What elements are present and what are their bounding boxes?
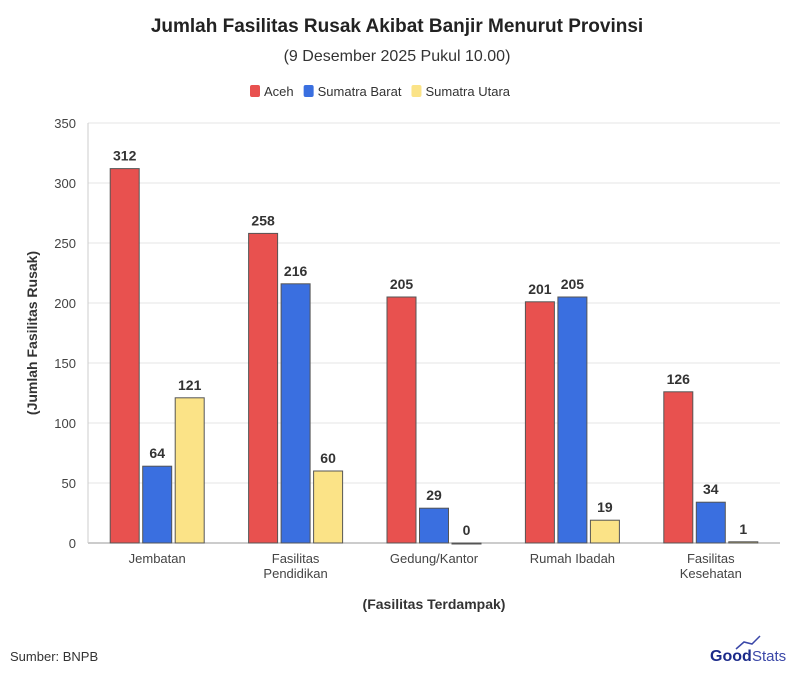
data-label: 121 <box>178 377 202 393</box>
x-tick-label: Fasilitas <box>687 551 735 566</box>
y-tick-label: 100 <box>54 416 76 431</box>
x-tick-label: Pendidikan <box>263 566 327 581</box>
chart-subtitle: (9 Desember 2025 Pukul 10.00) <box>284 48 511 65</box>
x-tick-label: Kesehatan <box>680 566 742 581</box>
x-tick-label: Fasilitas <box>272 551 320 566</box>
data-label: 312 <box>113 148 137 164</box>
legend-swatch <box>250 85 260 97</box>
bar <box>557 296 588 544</box>
x-tick-label: Rumah Ibadah <box>530 551 615 566</box>
legend-label: Sumatra Utara <box>425 84 510 99</box>
svg-text:Stats: Stats <box>752 648 786 665</box>
x-axis-label: (Fasilitas Terdampak) <box>363 596 506 612</box>
data-label: 34 <box>703 481 719 497</box>
data-label: 19 <box>597 499 613 515</box>
bar <box>663 391 694 544</box>
data-label: 60 <box>320 450 336 466</box>
legend-swatch <box>303 85 314 97</box>
y-tick-label: 250 <box>54 236 76 251</box>
y-tick-label: 0 <box>69 536 76 551</box>
bar <box>174 397 205 544</box>
data-label: 0 <box>463 522 471 538</box>
bar <box>386 296 417 544</box>
svg-text:Good: Good <box>710 648 752 665</box>
y-tick-label: 50 <box>62 476 76 491</box>
bar <box>728 541 759 544</box>
y-axis-label: (Jumlah Fasilitas Rusak) <box>24 251 40 415</box>
bar <box>419 507 449 544</box>
bar <box>248 232 279 544</box>
data-label: 205 <box>390 276 414 292</box>
data-label: 1 <box>739 521 747 537</box>
y-tick-label: 350 <box>54 116 76 131</box>
data-label: 201 <box>528 281 552 297</box>
bar <box>524 301 555 544</box>
data-label: 216 <box>284 263 308 279</box>
bar <box>589 519 620 544</box>
chart-title: Jumlah Fasilitas Rusak Akibat Banjir Men… <box>151 16 643 37</box>
data-label: 126 <box>667 371 691 387</box>
source-note: Sumber: BNPB <box>10 649 98 664</box>
bar <box>280 283 311 544</box>
bar <box>109 168 140 544</box>
data-label: 64 <box>149 445 165 461</box>
legend: Aceh Sumatra Barat Sumatra Utara <box>250 84 511 99</box>
data-label: 258 <box>251 212 275 228</box>
data-label: 29 <box>426 487 442 503</box>
legend-label: Aceh <box>264 84 294 99</box>
y-tick-label: 150 <box>54 356 76 371</box>
y-tick-label: 300 <box>54 176 76 191</box>
x-tick-label: Jembatan <box>129 551 186 566</box>
bar <box>451 542 482 545</box>
goodstats-logo: Good Stats <box>710 635 786 665</box>
bar <box>313 470 344 544</box>
bar <box>695 501 726 544</box>
data-label: 205 <box>561 276 585 292</box>
legend-swatch <box>411 85 422 97</box>
legend-label: Sumatra Barat <box>318 84 402 99</box>
bar <box>142 465 173 544</box>
x-tick-label: Gedung/Kantor <box>390 551 479 566</box>
y-tick-label: 200 <box>54 296 76 311</box>
